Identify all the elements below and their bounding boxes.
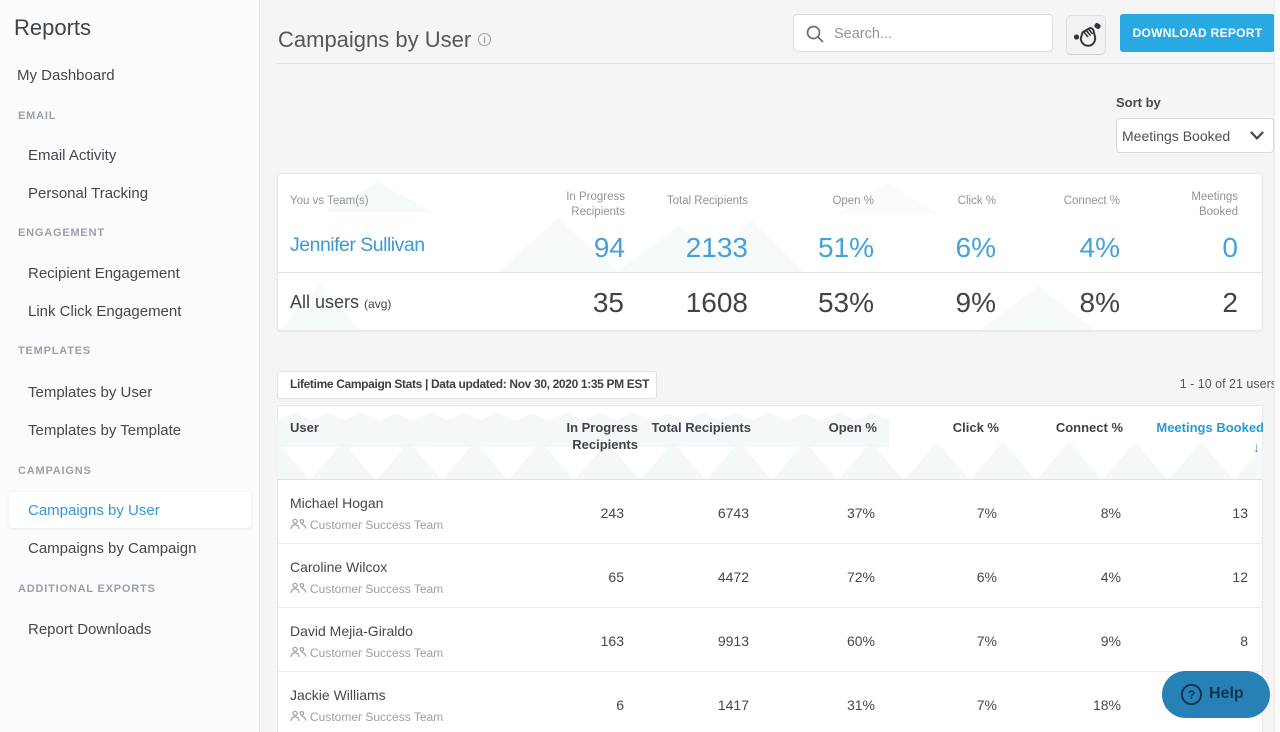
svg-text:?: ? <box>1188 688 1195 702</box>
